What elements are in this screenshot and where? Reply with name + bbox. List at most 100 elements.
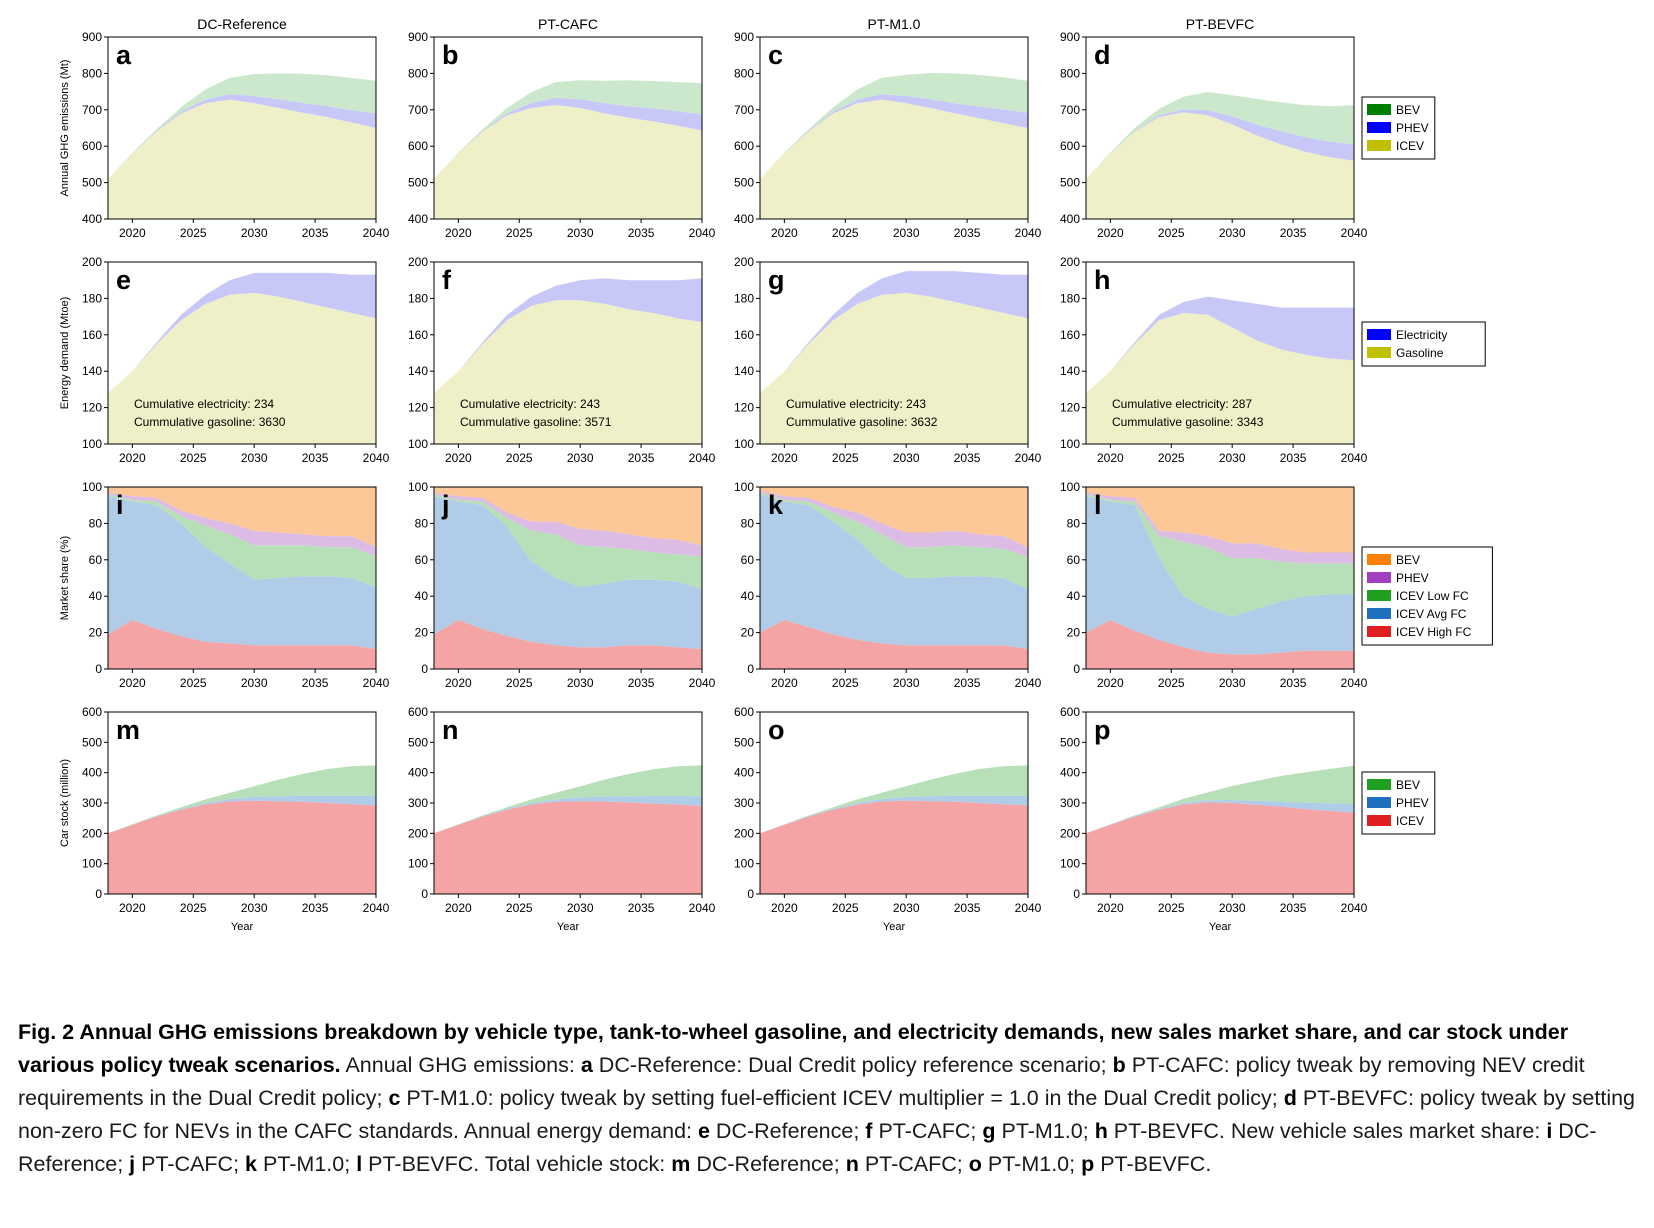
x-tick-label: 2030 (893, 901, 920, 915)
y-tick-label: 400 (408, 212, 428, 226)
y-tick-label: 300 (1060, 796, 1080, 810)
panel-f: 100 120 140 160 180 200 2020 2025 2030 2035 2040 f C… (408, 255, 716, 465)
x-tick-label: 2030 (893, 676, 920, 690)
x-tick-label: 2030 (241, 451, 268, 465)
y-tick-label: 180 (408, 291, 428, 305)
y-tick-label: 700 (734, 103, 754, 117)
caption-text: PT-BEVFC. Total vehicle stock: (362, 1152, 672, 1176)
area-layers (108, 73, 376, 219)
caption-text: Annual GHG emissions: (340, 1053, 581, 1077)
area-layers (434, 765, 702, 894)
y-tick-label: 20 (415, 626, 429, 640)
area-series-1 (108, 496, 376, 649)
panel-h: 100 120 140 160 180 200 2020 2025 2030 2035 2040 h C… (1060, 255, 1368, 465)
caption-text: DC-Reference; (690, 1152, 846, 1176)
y-tick-label: 600 (82, 705, 102, 719)
caption-text: PT-BEVFC: policy tweak by setting non-ze… (18, 1086, 1636, 1143)
y-tick-label: 40 (1067, 589, 1081, 603)
legend-label: BEV (1396, 778, 1420, 792)
legend-swatch (1367, 626, 1391, 637)
caption-panel-label: l (356, 1152, 363, 1176)
y-tick-label: 60 (1067, 553, 1081, 567)
area-series-1 (760, 494, 1028, 649)
caption-panel-label: o (968, 1152, 982, 1176)
legend-swatch (1367, 572, 1391, 583)
x-tick-label: 2020 (771, 226, 798, 240)
x-tick-label: 2035 (1280, 901, 1307, 915)
plot-frame (107, 261, 377, 445)
panel-letter: f (442, 265, 452, 295)
y-axis-label: Energy demand (Mtoe) (59, 297, 71, 410)
area-series-1 (434, 278, 702, 393)
x-axis-label: Year (1209, 921, 1232, 933)
column-title: PT-M1.0 (868, 16, 921, 32)
area-series-1 (1086, 296, 1354, 393)
x-tick-label: 2020 (445, 451, 472, 465)
caption-panel-label: m (671, 1152, 691, 1176)
legend-swatch (1367, 122, 1391, 133)
y-tick-label: 100 (734, 437, 754, 451)
x-tick-label: 2035 (1280, 676, 1307, 690)
y-axis-label: Annual GHG emissions (Mt) (59, 60, 71, 197)
y-tick-label: 200 (1060, 255, 1080, 269)
legend-swatch (1367, 104, 1391, 115)
legend-swatch (1367, 797, 1391, 808)
area-series-1 (434, 496, 702, 649)
plot-frame (107, 36, 377, 220)
y-tick-label: 0 (95, 887, 102, 901)
x-tick-label: 2040 (1341, 451, 1368, 465)
y-tick-label: 300 (734, 796, 754, 810)
panel-letter: g (768, 265, 785, 295)
x-tick-label: 2020 (771, 451, 798, 465)
y-tick-label: 20 (741, 626, 755, 640)
x-tick-label: 2040 (363, 451, 390, 465)
area-series-2 (1086, 765, 1354, 834)
x-tick-label: 2020 (1097, 901, 1124, 915)
plot-frame (1085, 486, 1355, 670)
area-series-1 (1086, 800, 1354, 834)
y-tick-label: 40 (415, 589, 429, 603)
x-tick-label: 2030 (1219, 901, 1246, 915)
caption-text: PT-BEVFC. New vehicle sales market share… (1107, 1119, 1547, 1143)
legend-swatch (1367, 608, 1391, 619)
x-tick-label: 2025 (832, 451, 859, 465)
area-series-0 (434, 619, 702, 669)
caption-body: Annual GHG emissions: a DC-Reference: Du… (18, 1053, 1635, 1176)
x-tick-label: 2030 (893, 451, 920, 465)
panel-letter: j (441, 490, 450, 520)
y-tick-label: 400 (734, 212, 754, 226)
legend: BEV PHEV ICEV (1361, 771, 1436, 835)
area-series-3 (108, 492, 376, 557)
panel-c: 400 500 600 700 800 900 2020 2025 2030 2035 2040 c (734, 30, 1042, 240)
x-tick-label: 2025 (180, 451, 207, 465)
x-tick-label: 2025 (832, 226, 859, 240)
plot-frame (1085, 261, 1355, 445)
panel-letter: e (116, 265, 131, 295)
panel-letter: l (1094, 490, 1102, 520)
x-tick-label: 2035 (1280, 451, 1307, 465)
legend-label: Electricity (1396, 328, 1447, 342)
x-tick-label: 2035 (954, 226, 981, 240)
x-tick-label: 2035 (954, 676, 981, 690)
y-tick-label: 160 (82, 328, 102, 342)
area-layers (1086, 296, 1354, 444)
y-tick-label: 0 (747, 662, 754, 676)
y-tick-label: 500 (1060, 735, 1080, 749)
x-tick-label: 2020 (1097, 676, 1124, 690)
x-tick-label: 2020 (445, 226, 472, 240)
cumulative-annotation: Cumulative electricity: 243 (460, 397, 600, 411)
area-series-2 (1086, 92, 1354, 179)
cumulative-annotation: Cummulative gasoline: 3571 (460, 415, 612, 429)
x-tick-label: 2025 (506, 226, 533, 240)
plot-frame (1085, 36, 1355, 220)
legend-label: PHEV (1396, 796, 1429, 810)
y-tick-label: 0 (1073, 662, 1080, 676)
x-tick-label: 2030 (1219, 226, 1246, 240)
x-tick-label: 2030 (241, 226, 268, 240)
x-tick-label: 2035 (1280, 226, 1307, 240)
x-axis-label: Year (883, 921, 906, 933)
legend-swatch (1367, 815, 1391, 826)
y-axis-label: Market share (%) (59, 536, 71, 620)
x-tick-label: 2040 (689, 451, 716, 465)
y-tick-label: 500 (734, 735, 754, 749)
